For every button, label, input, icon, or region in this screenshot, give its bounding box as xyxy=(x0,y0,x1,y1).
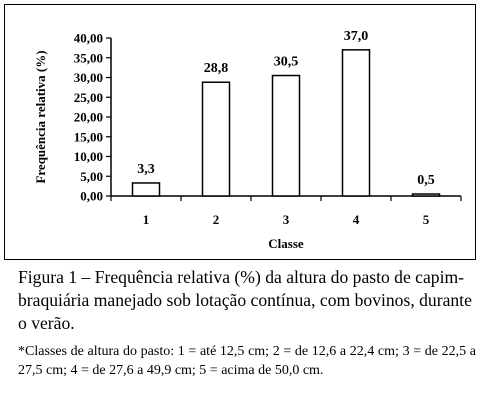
bar xyxy=(271,74,301,197)
y-tick-label: 35,00 xyxy=(74,50,103,65)
x-axis-title: Classe xyxy=(268,236,304,251)
bar xyxy=(131,182,161,197)
bar-value-label: 30,5 xyxy=(274,55,299,70)
bar-value-label: 0,5 xyxy=(417,173,435,188)
chart-frame: 0,00 5,00 10,00 15,00 20,00 25,00 30,00 35,00 40… xyxy=(4,4,476,260)
figure-caption: Figura 1 – Frequência relativa (%) da al… xyxy=(18,267,472,333)
bar-value-label: 3,3 xyxy=(137,162,155,177)
x-tick-label: 3 xyxy=(283,212,290,227)
x-tick-label: 1 xyxy=(143,212,150,227)
y-tick-label: 15,00 xyxy=(74,129,103,144)
bar xyxy=(201,81,231,197)
y-tick-label: 0,00 xyxy=(80,189,103,204)
y-axis-title: Frequência relativa (%) xyxy=(33,50,48,183)
y-tick-label: 25,00 xyxy=(74,90,103,105)
x-tick-label: 5 xyxy=(423,212,430,227)
bar-value-label: 37,0 xyxy=(344,29,369,44)
figure-footnote: *Classes de altura do pasto: 1 = até 12,… xyxy=(18,344,476,378)
y-tick-label: 40,00 xyxy=(74,31,103,46)
bar xyxy=(341,49,371,197)
y-tick-label: 30,00 xyxy=(74,70,103,85)
x-tick-label: 2 xyxy=(213,212,220,227)
bar-chart: 0,005,0010,0015,0020,0025,0030,0035,0040… xyxy=(33,29,462,251)
y-tick-label: 5,00 xyxy=(80,169,103,184)
bar-value-label: 28,8 xyxy=(204,61,229,76)
y-tick-label: 20,00 xyxy=(74,110,103,125)
x-tick-label: 4 xyxy=(353,212,360,227)
bar xyxy=(411,193,441,197)
y-tick-label: 10,00 xyxy=(74,149,103,164)
